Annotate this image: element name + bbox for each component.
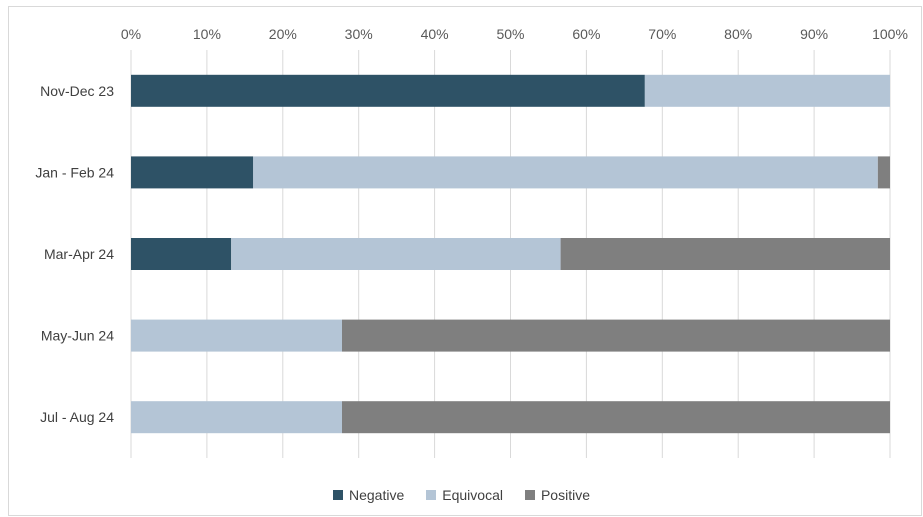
bar-negative-1 [131, 156, 254, 189]
bar-equivocal-0 [644, 74, 890, 107]
legend-item-equivocal: Equivocal [426, 487, 503, 503]
bar-positive-3 [342, 319, 890, 352]
category-label: Mar-Apr 24 [44, 246, 114, 262]
legend-swatch [333, 490, 343, 500]
bars [131, 74, 890, 434]
x-tick-label: 20% [269, 26, 297, 42]
x-axis-ticks: 0% 10% 20% 30% 40% 50% 60% 70% 80% 90% 100% [121, 26, 908, 42]
bar-equivocal-1 [253, 156, 878, 189]
x-tick-label: 100% [872, 26, 908, 42]
legend-swatch [426, 490, 437, 500]
x-tick-label: 90% [800, 26, 828, 42]
legend: Negative Equivocal Positive [0, 487, 923, 503]
x-tick-label: 10% [193, 26, 221, 42]
legend-item-negative: Negative [333, 487, 404, 503]
x-tick-label: 30% [345, 26, 373, 42]
x-tick-label: 80% [724, 26, 752, 42]
x-tick-label: 0% [121, 26, 141, 42]
category-label: Nov-Dec 23 [40, 83, 114, 99]
category-label: Jul - Aug 24 [40, 409, 114, 425]
bar-positive-1 [877, 156, 890, 189]
legend-item-positive: Positive [524, 487, 590, 503]
bar-positive-2 [560, 238, 890, 270]
bar-positive-4 [342, 401, 890, 434]
legend-label: Negative [349, 487, 405, 503]
x-tick-label: 50% [496, 26, 524, 42]
x-tick-label: 40% [421, 26, 449, 42]
legend-label: Positive [540, 487, 590, 503]
bar-equivocal-3 [131, 319, 343, 352]
bar-equivocal-4 [131, 401, 343, 434]
bar-negative-0 [131, 74, 645, 107]
bar-negative-2 [131, 238, 232, 270]
x-tick-label: 70% [648, 26, 676, 42]
legend-label: Equivocal [442, 487, 503, 503]
category-label: May-Jun 24 [41, 328, 114, 344]
legend-swatch [524, 490, 535, 500]
category-label: Jan - Feb 24 [35, 164, 114, 180]
x-tick-label: 60% [572, 26, 600, 42]
bar-equivocal-2 [231, 238, 561, 270]
category-labels: Nov-Dec 23 Jan - Feb 24 Mar-Apr 24 May-Jun … [35, 83, 114, 425]
